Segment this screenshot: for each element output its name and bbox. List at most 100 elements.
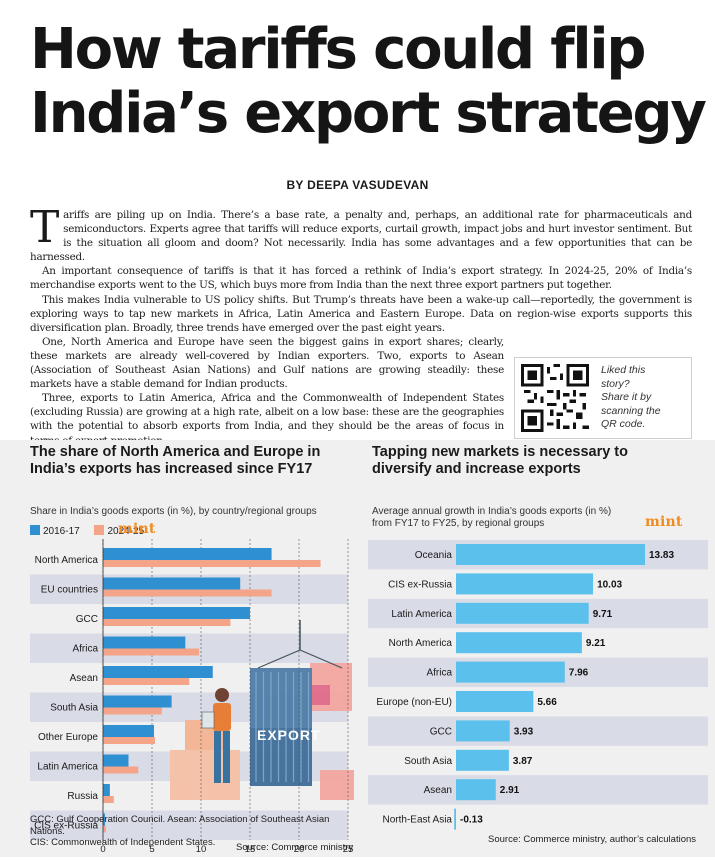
- bar-2016-17-asean: [103, 666, 213, 678]
- right-chart-title-line-2: diversify and increase exports: [372, 461, 581, 477]
- paragraph-2: An important consequence of tariffs is t…: [30, 265, 692, 292]
- paragraph-1-text: ariffs are piling up on India. There’s a…: [30, 209, 692, 264]
- value-label-africa: 7.96: [569, 668, 589, 679]
- qr-caption-line-2: story?: [601, 377, 630, 390]
- value-label-south-asia: 3.87: [513, 756, 533, 767]
- mint-logo-left: mint: [118, 521, 156, 537]
- export-text: EXPORT: [257, 727, 321, 743]
- row-band: [368, 716, 708, 746]
- drop-cap: T: [30, 202, 60, 253]
- qr-caption-line-3: Share it by: [601, 391, 652, 403]
- value-label-europe-non-eu: 5.66: [537, 697, 557, 708]
- bar-2024-25-cis-ex-russia: [103, 825, 106, 833]
- left-chart-legend: 2016-17 2024-25: [30, 525, 156, 537]
- bar-2016-17-gcc: [103, 607, 250, 619]
- category-label-north-america: North America: [35, 555, 99, 566]
- left-footnote-line-1: GCC: Gulf Cooperation Council. Asean: As…: [30, 814, 330, 837]
- headline-line-1: How tariffs could flip: [30, 17, 646, 82]
- category-label-asean: Asean: [70, 673, 98, 684]
- bar-2024-25-russia: [103, 796, 114, 803]
- category-label-latin-america: Latin America: [37, 762, 98, 773]
- bar-africa: [456, 661, 565, 683]
- bar-2024-25-south-asia: [103, 707, 162, 715]
- bar-oceania: [456, 544, 645, 565]
- category-label-cis-ex-russia: CIS ex-Russia: [388, 579, 452, 590]
- bar-2024-25-africa: [103, 648, 200, 656]
- category-label-gcc: GCC: [76, 614, 98, 625]
- qr-share-box: Liked this story? Share it by scanning t…: [514, 357, 692, 439]
- value-label-cis-ex-russia: 10.03: [597, 579, 622, 590]
- export-illustration: EXPORT: [170, 620, 354, 800]
- x-tick-label: 15: [245, 844, 256, 855]
- qr-caption-line-1: Liked this: [601, 364, 646, 376]
- category-label-south-asia: South Asia: [404, 756, 452, 767]
- legend-item-2024-25: 2024-25: [94, 525, 145, 537]
- x-tick-label: 0: [100, 844, 105, 855]
- category-label-europe-non-eu: Europe (non-EU): [376, 697, 452, 708]
- category-label-latin-america: Latin America: [391, 609, 452, 620]
- worker-clipboard: [201, 711, 215, 729]
- mint-logo-right: mint: [645, 514, 683, 530]
- qr-caption-line-5: QR code.: [601, 418, 646, 430]
- category-label-africa: Africa: [72, 644, 98, 655]
- left-chart-subtitle: Share in India’s goods exports (in %), b…: [30, 506, 317, 517]
- bar-cis-ex-russia: [456, 573, 594, 595]
- container-bottom: [250, 728, 312, 786]
- right-chart-title-line-1: Tapping new markets is necessary to: [372, 444, 628, 460]
- left-chart-footnote: GCC: Gulf Cooperation Council. Asean: As…: [30, 814, 360, 849]
- bar-2024-25-north-america: [103, 560, 321, 567]
- category-label-russia: Russia: [67, 791, 98, 802]
- worker-leg-right: [223, 731, 230, 783]
- qr-caption-line-4: scanning the: [601, 404, 661, 417]
- x-tick-label: 10: [196, 844, 207, 855]
- bar-north-east-asia: [454, 808, 456, 830]
- legend-label-2016-17: 2016-17: [43, 526, 80, 537]
- bar-asean: [456, 779, 496, 801]
- qr-code-icon[interactable]: [521, 364, 589, 432]
- row-band: [368, 775, 708, 805]
- paragraph-3: This makes India vulnerable to US policy…: [30, 293, 692, 334]
- value-label-oceania: 13.83: [649, 550, 674, 561]
- bar-south-asia: [456, 749, 509, 771]
- legend-swatch-blue: [30, 525, 40, 535]
- bar-2024-25-other-europe: [103, 737, 155, 744]
- right-bar-chart: Oceania 13.83 CIS ex-Russia 10.03 Latin Amer…: [368, 540, 708, 830]
- x-tick-label: 20: [294, 844, 305, 855]
- bar-2016-17-eu-countries: [103, 577, 241, 590]
- crane-rope-right: [299, 649, 343, 669]
- right-chart-subtitle: Average annual growth in India’s goods e…: [372, 506, 611, 530]
- value-label-latin-america: 9.71: [593, 609, 613, 620]
- legend-swatch-salmon: [94, 525, 105, 535]
- legend-label-2024-25: 2024-25: [107, 526, 145, 537]
- bar-2016-17-africa: [103, 636, 186, 649]
- paragraph-4: One, North America and Europe have seen …: [30, 335, 504, 391]
- box-right: [320, 770, 354, 800]
- value-label-asean: 2.91: [500, 785, 520, 796]
- legend-item-2016-17: 2016-17: [30, 525, 80, 537]
- left-chart-source: Source: Commerce ministry: [236, 842, 354, 853]
- left-chart-title-line-1: The share of North America and Europe in: [30, 444, 321, 460]
- x-tick-label: 25: [343, 844, 354, 855]
- bar-2024-25-latin-america: [103, 766, 139, 774]
- right-chart-panel: Tapping new markets is necessary to dive…: [360, 440, 715, 857]
- bar-2016-17-north-america: [103, 548, 272, 560]
- category-label-north-america: North America: [389, 638, 453, 649]
- worker-body: [213, 703, 231, 731]
- bar-north-america: [456, 632, 582, 654]
- headline-line-2: India’s export strategy: [30, 81, 707, 146]
- left-chart-title-line-2: India’s exports has increased since FY17: [30, 461, 313, 477]
- headline: How tariffs could flip India’s export st…: [30, 17, 707, 146]
- container-top: [250, 668, 312, 728]
- left-bar-chart: EXPORT North America EU countries GCC Africa…: [30, 539, 354, 855]
- category-label-asean: Asean: [424, 785, 452, 796]
- row-band: [30, 810, 348, 840]
- qr-caption: Liked this story? Share it by scanning t…: [601, 364, 687, 432]
- row-band: [30, 633, 348, 663]
- bar-2016-17-south-asia: [103, 695, 172, 708]
- left-footnote-line-2: CIS: Commonwealth of Independent States.: [30, 837, 216, 848]
- bar-2016-17-latin-america: [103, 754, 129, 767]
- category-label-africa: Africa: [426, 668, 452, 679]
- bar-europe-non-eu: [456, 691, 534, 712]
- left-chart-panel: The share of North America and Europe in…: [0, 440, 360, 857]
